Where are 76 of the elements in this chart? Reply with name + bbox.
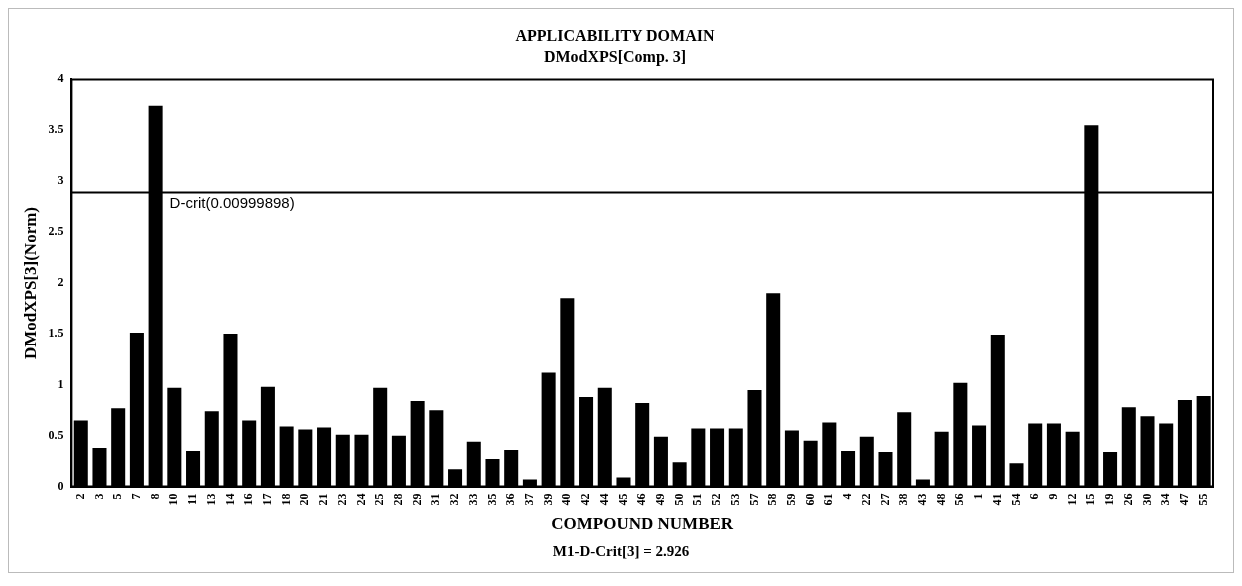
chart-subtitle: DModXPS[Comp. 3] [543,47,687,66]
x-tick-label: 36 [503,493,518,506]
x-tick-label: 11 [185,493,200,505]
x-tick-label: 52 [709,493,724,506]
y-tick-label: 2 [57,275,64,290]
x-tick-label: 20 [297,493,312,506]
x-tick-label: 13 [203,493,218,506]
ref-line-label: D-crit(0.00999898) [169,194,295,212]
x-tick-label: 22 [858,493,873,506]
x-tick-label: 48 [933,493,948,506]
x-tick-label: 44 [596,493,611,506]
x-tick-label: 6 [1027,493,1042,500]
x-tick-label: 26 [1120,493,1135,506]
x-tick-label: 46 [634,493,649,506]
x-tick-label: 19 [1102,493,1117,506]
x-tick-label: 42 [578,493,593,506]
x-tick-label: 16 [241,493,256,506]
x-tick-label: 61 [821,493,836,506]
x-tick-label: 43 [915,493,930,506]
x-tick-label: 58 [765,493,780,506]
x-tick-label: 32 [447,493,462,506]
y-tick-label: 1.5 [48,325,64,340]
y-tick-label: 1 [57,376,64,391]
x-tick-label: 49 [653,493,668,506]
x-tick-label: 25 [372,493,387,506]
x-tick-label: 45 [615,493,630,506]
x-tick-label: 29 [409,493,424,506]
x-tick-label: 12 [1064,493,1079,506]
x-tick-label: 8 [147,493,162,500]
x-tick-label: 35 [484,493,499,506]
x-tick-label: 40 [559,493,574,506]
x-tick-label: 23 [334,493,349,506]
x-tick-label: 41 [989,493,1004,506]
x-tick-label: 33 [465,493,480,506]
x-tick-label: 53 [727,493,742,506]
x-tick-label: 7 [129,493,143,500]
x-tick-label: 1 [971,493,986,500]
x-tick-label: 57 [746,493,761,506]
y-tick-label: 0 [57,478,64,493]
x-tick-label: 55 [1195,493,1210,506]
x-tick-label: 24 [353,493,368,506]
y-tick-label: 3 [57,173,64,188]
x-tick-label: 34 [1158,493,1173,506]
y-tick-label: 2.5 [48,224,64,239]
y-tick-label: 0.5 [48,427,64,442]
x-tick-label: 14 [222,493,237,506]
x-tick-label: 56 [952,493,967,506]
y-tick-label: 4 [57,71,64,86]
text: M1-D-Crit[3] = 2.926 [551,542,691,561]
x-tick-label: 5 [110,493,125,500]
x-tick-label: 2 [72,493,87,500]
x-tick-label: 17 [260,493,274,506]
x-tick-label: 31 [428,493,443,506]
x-tick-label: 59 [784,493,799,506]
x-axis-title: COMPOUND NUMBER [551,514,734,534]
y-axis-title: DModXPS[3](Norm) [20,206,40,360]
x-tick-label: 9 [1046,493,1061,500]
x-tick-label: 3 [91,493,106,500]
chart-title: APPLICABILITY DOMAIN [515,26,715,44]
x-tick-label: 39 [540,493,555,506]
x-tick-label: 28 [391,493,405,506]
x-tick-label: 10 [166,493,181,506]
y-tick-label: 3.5 [48,122,64,137]
x-tick-label: 37 [522,493,537,506]
x-tick-label: 15 [1083,493,1098,506]
x-tick-label: 51 [690,493,705,506]
x-tick-label: 38 [896,493,911,506]
x-tick-label: 4 [840,493,855,500]
x-tick-label: 30 [1139,493,1154,506]
x-tick-label: 54 [1008,493,1023,506]
x-tick-label: 27 [877,493,892,506]
x-tick-label: 18 [278,493,293,506]
x-tick-label: 47 [1177,493,1192,506]
x-tick-label: 50 [671,493,686,506]
x-tick-label: 21 [316,493,331,506]
x-tick-label: 60 [802,493,817,506]
